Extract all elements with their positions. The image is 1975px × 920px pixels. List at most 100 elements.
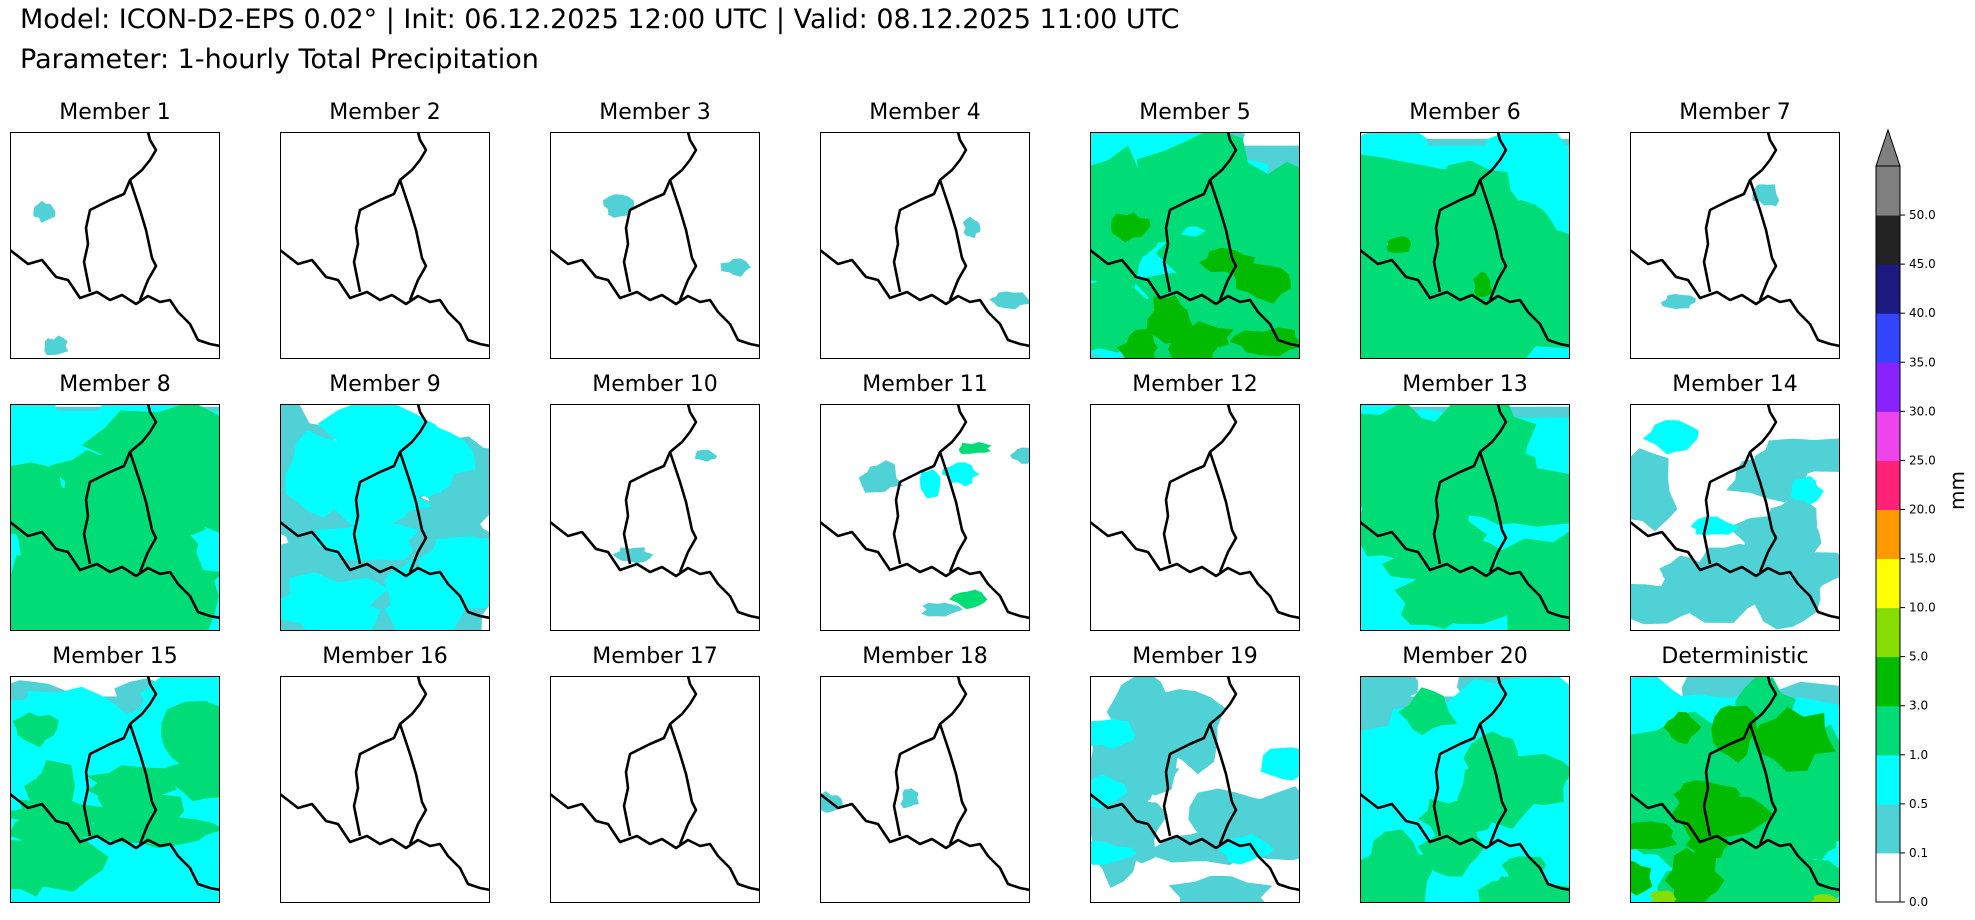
precip-area xyxy=(1116,329,1158,359)
colorbar: 0.0 0.1 0.5 1.0 3.0 5.0 10.0 15.0 20.0 25.0 30.0 35… xyxy=(1875,128,1936,908)
panel-frame xyxy=(280,404,490,631)
precip-area xyxy=(1630,860,1653,896)
precip-area xyxy=(900,788,919,809)
country-border xyxy=(10,676,220,892)
map-panel xyxy=(280,404,490,631)
precip-area xyxy=(1660,294,1696,309)
precip-area xyxy=(10,834,60,897)
map-panel xyxy=(820,132,1030,359)
country-border xyxy=(1630,404,1840,620)
colorbar-tick-label: 5.0 xyxy=(1909,650,1928,664)
map-panel xyxy=(820,676,1030,903)
precip-map xyxy=(820,676,1030,903)
precip-area xyxy=(1090,276,1133,353)
panel-frame xyxy=(1090,404,1300,631)
precip-map xyxy=(280,404,490,631)
precip-area xyxy=(1090,719,1136,749)
colorbar-swatch xyxy=(1876,852,1900,903)
precip-map xyxy=(10,404,220,631)
map-panel xyxy=(1090,404,1300,631)
precip-area xyxy=(1417,815,1485,877)
precip-area xyxy=(86,765,181,801)
precip-area xyxy=(1726,457,1814,503)
colorbar-swatch xyxy=(1876,362,1900,412)
panel-title: Member 8 xyxy=(59,372,171,397)
precip-map xyxy=(820,404,1030,631)
panel-title: Member 10 xyxy=(592,372,718,397)
country-border xyxy=(820,676,1030,892)
precip-area xyxy=(962,216,981,239)
map-panel xyxy=(1630,132,1840,359)
country-border xyxy=(1360,404,1570,620)
panel-frame xyxy=(10,404,220,631)
precip-map xyxy=(1090,132,1300,359)
precip-area xyxy=(33,200,56,223)
precip-area xyxy=(720,258,751,277)
panel-title: Member 17 xyxy=(592,644,718,669)
precip-area xyxy=(694,449,718,462)
colorbar-swatch xyxy=(1876,558,1900,609)
precip-area xyxy=(1090,840,1138,865)
precip-area xyxy=(1146,295,1196,344)
panel-frame xyxy=(1360,132,1570,359)
country-border xyxy=(550,676,760,892)
precip-map xyxy=(1630,404,1840,631)
panel-frame xyxy=(1090,676,1300,903)
colorbar-swatch xyxy=(1876,509,1900,560)
precip-area xyxy=(1630,821,1678,850)
panel-frame xyxy=(550,676,760,903)
panel-title: Member 1 xyxy=(59,100,171,125)
colorbar-tick-label: 10.0 xyxy=(1909,601,1936,615)
panel-title: Member 4 xyxy=(869,100,981,125)
precip-area xyxy=(161,700,220,773)
precip-area xyxy=(1168,875,1273,903)
panel-title: Member 16 xyxy=(322,644,448,669)
precip-area xyxy=(81,404,220,493)
colorbar-swatch xyxy=(1876,411,1900,461)
precip-area xyxy=(138,547,219,631)
precip-area xyxy=(1499,200,1557,258)
colorbar-swatch xyxy=(1876,656,1900,707)
panel-frame xyxy=(280,132,490,359)
panel-title: Member 7 xyxy=(1679,100,1791,125)
panel-frame xyxy=(10,676,220,903)
precip-area xyxy=(1473,272,1493,298)
precip-area xyxy=(1381,536,1505,590)
precip-area xyxy=(1168,328,1214,359)
country-border xyxy=(1630,676,1840,892)
precip-area xyxy=(24,759,75,812)
colorbar-tick-label: 35.0 xyxy=(1909,355,1936,369)
precip-area xyxy=(1494,530,1570,631)
panel-title: Member 3 xyxy=(599,100,711,125)
panel-frame xyxy=(280,676,490,903)
precip-area xyxy=(858,460,904,493)
precip-area xyxy=(1642,420,1699,455)
colorbar-outline xyxy=(1875,165,1901,903)
colorbar-swatch xyxy=(1876,215,1900,265)
country-border xyxy=(280,132,490,348)
precip-area xyxy=(1360,495,1446,569)
panel-title: Member 13 xyxy=(1402,372,1528,397)
precip-area xyxy=(603,194,635,218)
colorbar-tick-label: 30.0 xyxy=(1909,404,1936,418)
country-border xyxy=(10,132,220,348)
precip-map xyxy=(820,132,1030,359)
map-panel xyxy=(10,676,220,903)
panel-frame xyxy=(550,132,760,359)
colorbar-tick-label: 0.1 xyxy=(1909,846,1928,860)
precip-area xyxy=(1455,762,1554,830)
precip-map xyxy=(1360,404,1570,631)
colorbar-tick-label: 3.0 xyxy=(1909,699,1928,713)
precip-area xyxy=(1752,706,1836,772)
precip-area xyxy=(989,291,1030,310)
precip-area xyxy=(63,483,210,552)
precip-area xyxy=(1188,788,1279,857)
colorbar-extend-arrow xyxy=(1875,128,1901,167)
precip-area xyxy=(1663,711,1702,745)
precip-area xyxy=(312,522,420,562)
panel-title: Member 2 xyxy=(329,100,441,125)
country-border xyxy=(1360,132,1570,348)
precip-area xyxy=(10,404,58,456)
precip-area xyxy=(1386,236,1412,254)
panel-frame xyxy=(1360,404,1570,631)
